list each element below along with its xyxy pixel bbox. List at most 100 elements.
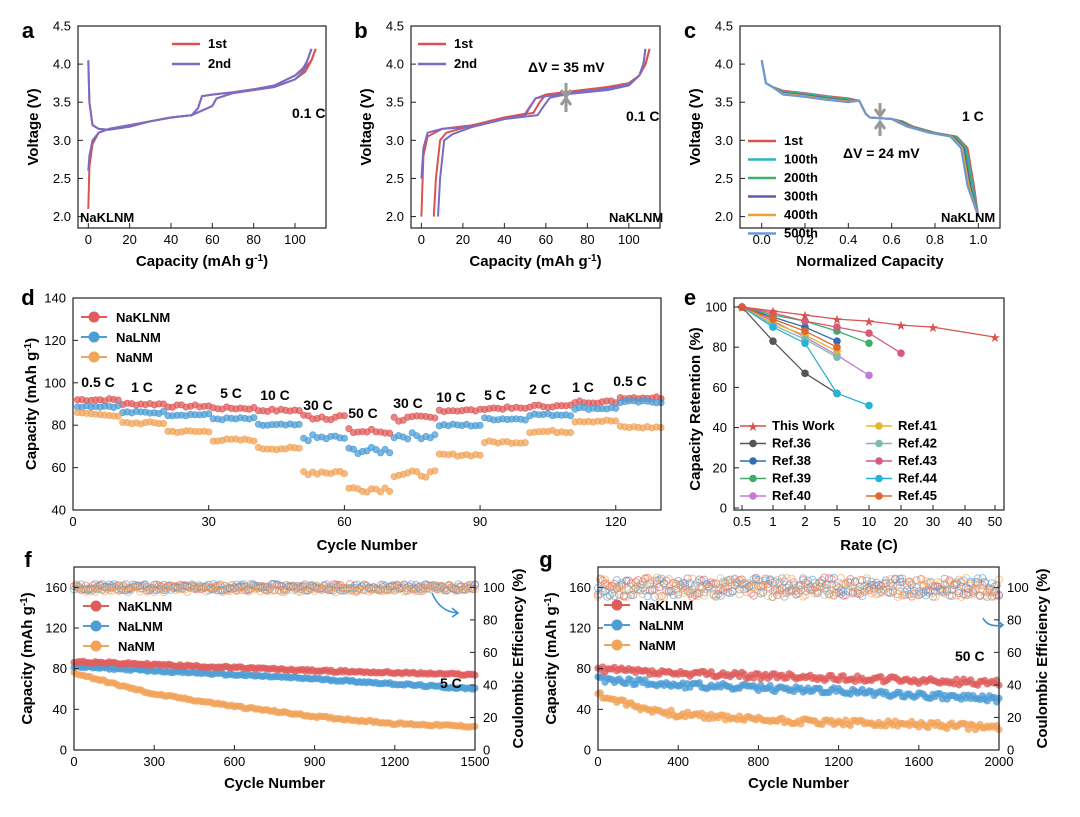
- ce-point-NaNM: [72, 582, 81, 591]
- g-ytick-label: 160: [569, 580, 591, 595]
- g-annotation: 50 C: [955, 648, 985, 664]
- legend-label-Ref.44: Ref.44: [898, 471, 938, 486]
- ce-point-NaNM: [711, 591, 721, 600]
- legend-label-NaLNM: NaLNM: [118, 619, 163, 634]
- data-point-NaLNM: [159, 408, 167, 416]
- data-point-NaNM: [476, 451, 484, 459]
- data-point-NaLNM: [295, 420, 303, 428]
- a-plot-frame: [77, 25, 327, 229]
- f-x-axis-label: Cycle Number: [224, 775, 325, 792]
- c-ytick-label: 2.0: [715, 209, 733, 224]
- ce-point-NaNM: [251, 585, 260, 594]
- ce-point-NaLNM: [629, 585, 638, 595]
- data-point-Ref.39: [865, 339, 873, 347]
- ce-point-NaNM: [664, 574, 673, 584]
- legend-label-Ref.36: Ref.36: [772, 436, 811, 451]
- legend-marker-Ref.44: [875, 474, 883, 483]
- a-ytick-label: 3.5: [53, 95, 71, 110]
- legend-label-1st: 1st: [454, 36, 473, 51]
- e-xtick-label: 5: [833, 514, 840, 529]
- ce-point-NaNM: [843, 582, 853, 591]
- ce-point-NaNM: [393, 584, 402, 594]
- ce-point-NaLNM: [763, 579, 772, 589]
- b-xtick-label: 40: [497, 232, 511, 247]
- ce-point-NaLNM: [596, 589, 605, 598]
- panel-label-e: e: [684, 285, 696, 310]
- ce-point-NaNM: [634, 585, 643, 594]
- b-xtick-label: 60: [539, 232, 553, 247]
- panel-label-b: b: [354, 18, 367, 43]
- ce-point-NaNM: [773, 576, 782, 585]
- panel-a: 0 20 40 60 80 100 2.0 2.5 3.0 3.5 4.0 4.5 a Capacity …: [22, 18, 327, 270]
- ce-point-NaNM: [921, 577, 930, 586]
- ce-point-NaNM: [688, 574, 697, 583]
- series-line-2nd-charge: [87, 48, 313, 171]
- ce-point-NaNM: [643, 581, 652, 590]
- c-annotation: ΔV = 24 mV: [843, 145, 920, 161]
- f-y2-ytick-label: 20: [483, 710, 497, 725]
- f-xtick-label: 1500: [461, 754, 490, 769]
- panel-g: 0 400 800 1200 1600 2000040801201600204060801…: [539, 547, 1051, 792]
- b-annotation: 0.1 C: [626, 108, 659, 124]
- data-point-NaLNM: [476, 421, 484, 429]
- ce-point-NaNM: [858, 583, 867, 593]
- ce-point-NaNM: [917, 575, 926, 584]
- g-xtick-label: 400: [667, 754, 689, 769]
- ce-point-NaNM: [886, 575, 895, 584]
- ce-point-NaNM: [983, 588, 992, 597]
- g-y-axis-label: Capacity (mAh g-1): [543, 592, 561, 724]
- rate-label: 0.5 C: [613, 373, 646, 389]
- ce-point-NaNM: [230, 582, 239, 591]
- data-point-This Work: ★: [831, 312, 843, 327]
- g-y2-ytick-label: 20: [1007, 710, 1021, 725]
- g-xtick-label: 1200: [824, 754, 853, 769]
- ce-point-NaLNM: [851, 577, 860, 586]
- panel-label-a: a: [22, 18, 35, 43]
- b-ytick-label: 4.0: [386, 57, 404, 72]
- data-point-NaKLNM: [340, 412, 348, 420]
- data-point-NaNM: [431, 467, 439, 475]
- data-point-Ref.43: [833, 323, 841, 331]
- ce-point-NaNM: [947, 584, 956, 593]
- f-plot-frame: [73, 566, 476, 751]
- data-point-NaNM: [422, 473, 430, 481]
- ce-point-NaNM: [603, 579, 612, 588]
- data-point-NaKLNM: [431, 414, 439, 422]
- data-point-NaKLNM: [386, 429, 394, 437]
- data-point-NaNM: [567, 428, 575, 436]
- b-plot-frame: [410, 25, 661, 229]
- c-xtick-label: 0.6: [883, 232, 901, 247]
- data-point-Ref.43: [865, 329, 873, 337]
- panel-b: 0 20 40 60 80 100 2.0 2.5 3.0 3.5 4.0 4.5 b Capacity …: [354, 18, 663, 270]
- ce-point-NaNM: [350, 587, 359, 596]
- c-ytick-label: 4.0: [715, 57, 733, 72]
- legend-label-NaLNM: NaLNM: [639, 618, 684, 633]
- ce-point-NaNM: [907, 579, 916, 588]
- g-ytick-label: 120: [569, 621, 591, 636]
- rate-label: 50 C: [348, 405, 378, 421]
- e-xtick-label: 20: [894, 514, 908, 529]
- data-point-NaNM: [521, 439, 529, 447]
- series-line-2nd-discharge: [437, 48, 647, 217]
- legend-label-NaNM: NaNM: [639, 638, 676, 653]
- legend-label-Ref.40: Ref.40: [772, 488, 811, 503]
- c-ytick-label: 4.5: [715, 19, 733, 34]
- ce-point-NaLNM: [973, 574, 982, 583]
- ce-point-NaNM: [466, 584, 475, 593]
- ce-point-NaNM: [817, 582, 827, 591]
- e-ytick-label: 40: [713, 420, 727, 435]
- ce-point-NaNM: [825, 590, 834, 599]
- panel-e: ★ ★ ★ ★ ★ ★ ★ ★ 0.5 1 2 5 10 20 30 40 50 0 20 40 60 80 100 e Rat…: [684, 285, 1005, 554]
- legend-label-Ref.39: Ref.39: [772, 471, 811, 486]
- ce-point-NaNM: [836, 574, 846, 583]
- ce-point-NaNM: [782, 574, 791, 583]
- a-xtick-label: 20: [122, 232, 136, 247]
- data-point-Ref.43: [801, 317, 809, 325]
- legend-label-NaNM: NaNM: [118, 639, 155, 654]
- data-point-This Work: ★: [736, 300, 748, 315]
- data-point-Ref.45: [769, 315, 777, 323]
- data-point-NaNM: [250, 437, 258, 445]
- g-y2-ytick-label: 80: [1007, 612, 1021, 627]
- ce-point-NaNM: [832, 585, 841, 594]
- legend-marker-NaLNM: [88, 331, 100, 343]
